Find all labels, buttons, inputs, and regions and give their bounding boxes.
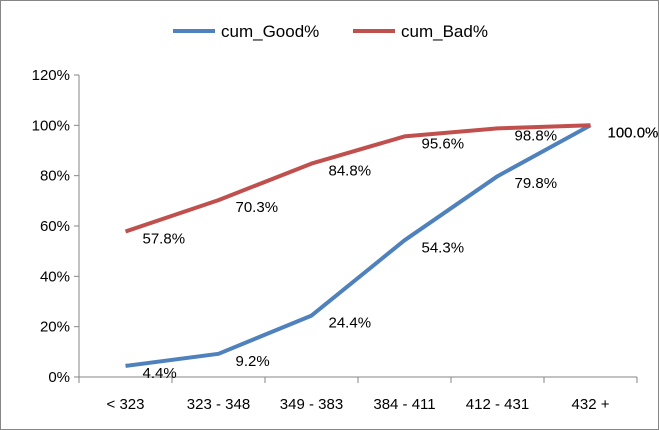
data-label-cum-good: 100.0%: [608, 124, 659, 141]
data-label-cum-bad: 84.8%: [329, 163, 372, 180]
x-tick-label: 432 +: [572, 396, 610, 413]
x-tick-label: 349 - 383: [280, 396, 343, 413]
data-label-cum-good: 4.4%: [143, 365, 177, 382]
y-tick-label: 80%: [40, 168, 70, 185]
y-tick-label: 0%: [48, 369, 70, 386]
data-labels: 4.4% 9.2% 24.4% 54.3% 79.8% 100.0% 57.8% 70.3% 8…: [143, 124, 659, 382]
y-tick-label: 40%: [40, 268, 70, 285]
legend: cum_Good% cum_Bad%: [173, 22, 488, 41]
y-axis: 0% 20% 40% 60% 80% 100% 120%: [32, 67, 80, 386]
x-axis: < 323 323 - 348 349 - 383 384 - 411 412 - 43…: [78, 376, 638, 413]
data-label-cum-bad: 70.3%: [236, 199, 279, 216]
data-label-cum-good: 79.8%: [515, 175, 558, 192]
x-tick-label: < 323: [107, 396, 145, 413]
data-label-cum-good: 24.4%: [329, 315, 372, 332]
series-lines: [124, 123, 592, 368]
data-label-cum-good: 54.3%: [422, 239, 465, 256]
legend-label: cum_Bad%: [401, 22, 488, 41]
data-label-cum-bad: 95.6%: [422, 135, 465, 152]
series-line-cum-good: [125, 123, 592, 368]
x-tick-label: 412 - 431: [466, 396, 529, 413]
y-tick-label: 20%: [40, 319, 70, 336]
data-label-cum-bad: 98.8%: [515, 127, 558, 144]
data-label-cum-good: 9.2%: [236, 353, 270, 370]
x-tick-label: 323 - 348: [187, 396, 250, 413]
legend-label: cum_Good%: [221, 22, 319, 41]
y-tick-label: 120%: [32, 67, 70, 84]
series-line-cum-bad: [124, 123, 591, 234]
y-tick-label: 60%: [40, 218, 70, 235]
data-label-cum-bad: 100.0%: [608, 124, 659, 141]
y-tick-label: 100%: [32, 117, 70, 134]
x-tick-label: 384 - 411: [373, 396, 435, 413]
data-label-cum-bad: 57.8%: [143, 231, 186, 248]
